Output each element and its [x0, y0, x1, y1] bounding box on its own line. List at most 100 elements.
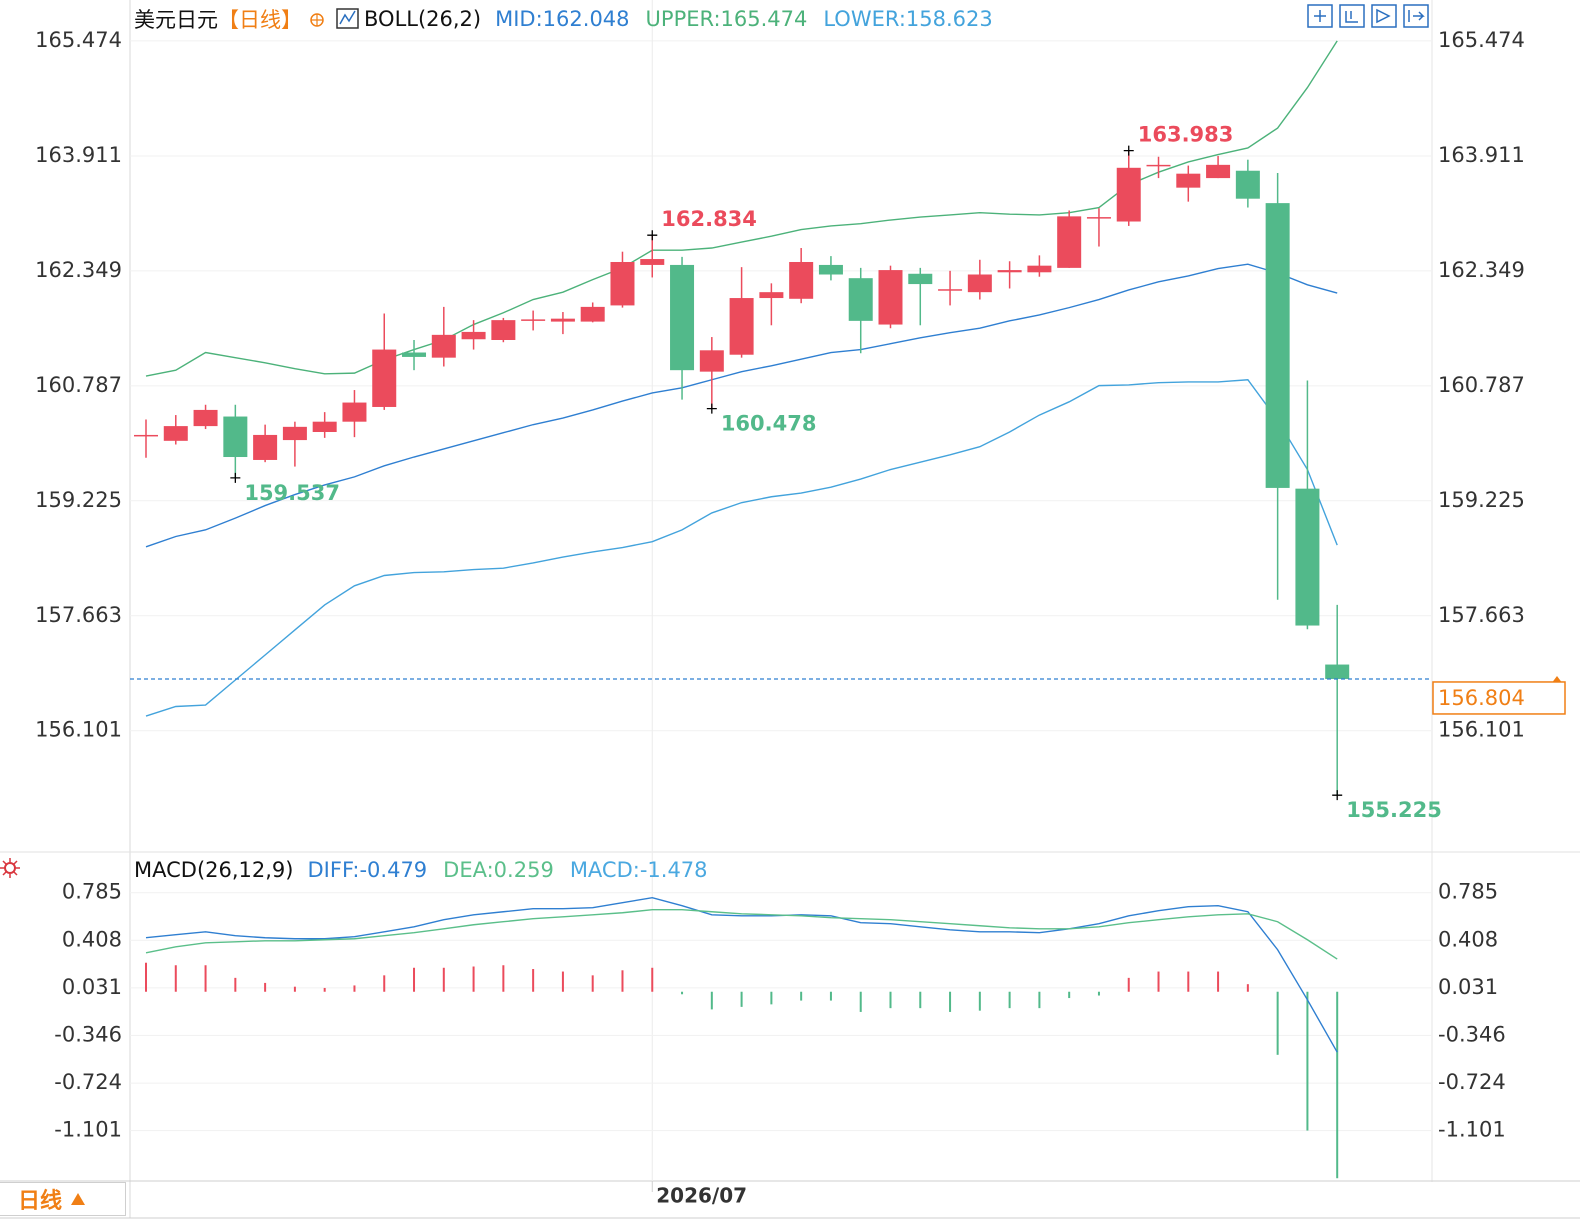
macd-bar: [293, 986, 296, 992]
candle-body: [372, 349, 397, 407]
y-tick-label: 0.408: [62, 927, 122, 951]
candle-body: [818, 264, 843, 275]
low-label: 159.537: [244, 481, 340, 505]
candle-body: [1235, 170, 1260, 199]
macd-bar: [770, 991, 773, 1005]
candle-body: [312, 421, 337, 432]
candle-body: [938, 289, 963, 291]
macd-bar: [621, 970, 624, 992]
last-price-box: [1432, 681, 1566, 715]
candle-body: [1027, 265, 1052, 273]
extreme-marker: [647, 230, 658, 241]
icon-glyphs: [1314, 8, 1425, 24]
candle-body: [163, 426, 188, 441]
candle-body: [1116, 167, 1141, 222]
candle-body: [729, 298, 754, 355]
y-tick-label: 159.225: [35, 488, 122, 512]
period[interactable]: 【日线】: [218, 8, 302, 32]
candle-body: [134, 434, 158, 437]
high-label: 163.983: [1138, 123, 1234, 147]
legend: DIFF:-0.479 DEA:0.259 MACD:-1.478: [308, 858, 724, 882]
macd-bar: [919, 991, 922, 1009]
y-tick-label-right: -0.346: [1438, 1022, 1506, 1046]
candle-body: [253, 434, 278, 460]
candle-body: [431, 334, 456, 358]
legend-entry: UPPER:165.474: [645, 7, 808, 31]
icon-play[interactable]: [1371, 4, 1397, 28]
x-tick-label: 2026/07: [656, 1184, 747, 1208]
toolbar-icons[interactable]: [1307, 4, 1429, 28]
candle-body: [759, 292, 784, 299]
indicator-line: [145, 263, 1338, 548]
candle-body: [1176, 173, 1201, 188]
candle-body: [550, 318, 575, 322]
high-label: 162.834: [661, 207, 757, 231]
macd-bar: [383, 975, 386, 992]
candle-body: [1086, 217, 1111, 219]
y-tick-label: 0.031: [62, 975, 122, 999]
candle-body: [997, 270, 1022, 273]
macd-bar: [442, 967, 445, 992]
macd-bar: [472, 966, 475, 992]
macd-bar: [323, 987, 326, 992]
macd-bar: [1157, 971, 1160, 992]
period-tab[interactable]: 日线: [0, 1182, 126, 1216]
candle-body: [1295, 488, 1320, 626]
low-label: 155.225: [1346, 798, 1442, 822]
macd-bar: [710, 991, 713, 1010]
macd-bar: [1306, 991, 1309, 1131]
extreme-marker: [1123, 145, 1134, 156]
macd-bar: [502, 965, 505, 992]
candle-body: [282, 426, 307, 441]
icon-end[interactable]: [1403, 4, 1429, 28]
y-tick-label: -0.346: [54, 1022, 122, 1046]
candle-body: [848, 278, 873, 321]
last-price-label: 156.804: [1438, 686, 1525, 710]
y-tick-label-right: 165.474: [1438, 28, 1525, 52]
candle-body: [610, 261, 635, 306]
y-tick-label: -0.724: [54, 1070, 122, 1094]
macd-bar: [1097, 991, 1100, 996]
main-header: 美元日元 【日线】 BOLL(26,2) MID:162.048 UPPER:16…: [134, 4, 1009, 34]
y-tick-label: 162.349: [35, 258, 122, 282]
y-tick-label: 163.911: [35, 143, 122, 167]
macd-header: MACD(26,12,9) DIFF:-0.479 DEA:0.259 MACD:-…: [134, 858, 724, 882]
extreme-marker: [706, 403, 717, 414]
extreme-marker: [1332, 790, 1343, 801]
macd-icon-rays: [0, 858, 20, 878]
candle-body: [1265, 203, 1290, 488]
y-tick-label-right: 162.349: [1438, 258, 1525, 282]
macd-bar: [532, 969, 535, 992]
y-tick-label-right: 0.031: [1438, 975, 1498, 999]
macd-bar: [1008, 991, 1011, 1009]
tab-label: 日线: [18, 1189, 63, 1214]
y-tick-label-right: -0.724: [1438, 1070, 1506, 1094]
y-tick-label: 156.101: [35, 718, 122, 742]
macd-bar: [145, 962, 147, 992]
indicator-line: [145, 897, 1338, 1053]
legend-entry: MID:162.048: [495, 7, 630, 31]
macd-icon[interactable]: [0, 858, 20, 878]
low-label: 160.478: [721, 412, 817, 436]
candle-body: [1146, 164, 1171, 167]
candle-body: [193, 409, 218, 427]
macd-bar: [859, 991, 862, 1012]
period-icon[interactable]: [308, 10, 326, 28]
macd-bar: [413, 967, 416, 992]
macd-bar: [264, 982, 267, 992]
macd-bar: [1068, 991, 1071, 999]
candle-body: [521, 319, 546, 321]
candle-body: [1206, 164, 1231, 179]
indicator-icon[interactable]: [336, 8, 360, 30]
macd-bar: [1217, 971, 1220, 992]
indicator-name: BOLL(26,2): [364, 7, 482, 31]
candle-body: [1057, 216, 1082, 268]
macd-bar: [1038, 991, 1041, 1009]
candle-body: [789, 261, 814, 299]
icon-zoom[interactable]: [1307, 4, 1333, 28]
icon-fit[interactable]: [1339, 4, 1365, 28]
indicator-line: [145, 909, 1338, 960]
y-tick-label-right: 160.787: [1438, 373, 1525, 397]
macd-bar: [889, 991, 892, 1009]
